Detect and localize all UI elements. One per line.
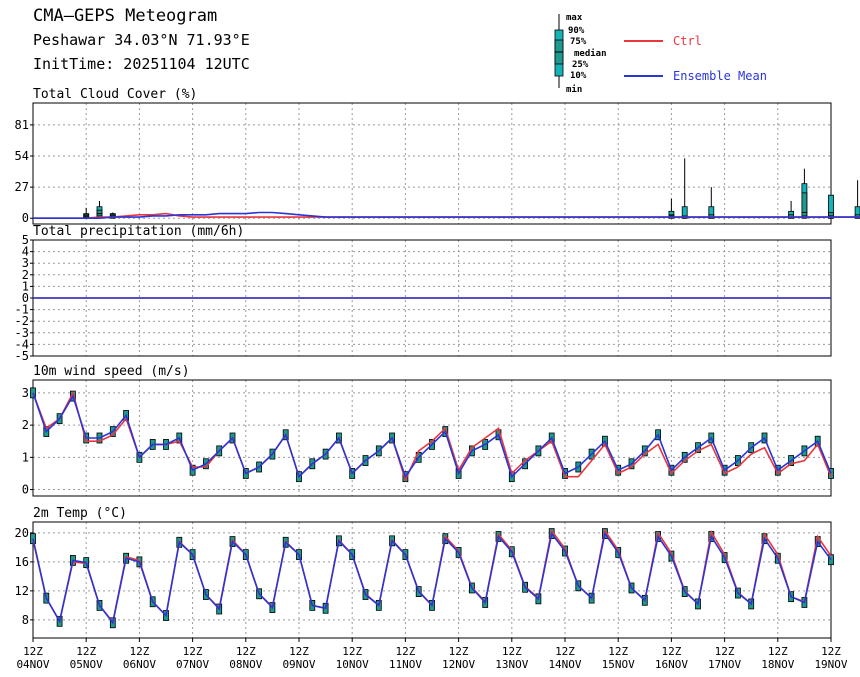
y-tick-label: 0 (22, 291, 29, 305)
y-tick-label: 54 (15, 149, 29, 163)
x-axis: 12Z04NOV12Z05NOV12Z06NOV12Z07NOV12Z08NOV… (16, 638, 848, 671)
y-tick-label: 0 (22, 211, 29, 225)
x-tick-date: 15NOV (602, 658, 635, 671)
y-tick-label: 2 (22, 268, 29, 282)
x-tick-date: 18NOV (761, 658, 794, 671)
legend-box-label: 10% (570, 71, 587, 81)
y-tick-label: 12 (15, 584, 29, 598)
y-tick-label: -3 (15, 326, 29, 340)
y-tick-label: 1 (22, 450, 29, 464)
panel-title: 2m Temp (°C) (33, 506, 127, 521)
y-tick-label: 4 (22, 245, 29, 259)
x-tick-hour: 12Z (661, 645, 681, 658)
panel-4: 2m Temp (°C) 8 12 16 20 (15, 506, 834, 639)
y-tick-label: 3 (22, 386, 29, 400)
x-tick-hour: 12Z (236, 645, 256, 658)
x-tick-hour: 12Z (76, 645, 96, 658)
x-tick-hour: 12Z (289, 645, 309, 658)
box-whisker (828, 468, 834, 479)
station-location: Peshawar 34.03°N 71.93°E (33, 31, 250, 49)
x-tick-hour: 12Z (395, 645, 415, 658)
box-whisker (109, 212, 116, 219)
x-tick-hour: 12Z (129, 645, 149, 658)
x-tick-hour: 12Z (342, 645, 362, 658)
box-whisker (96, 200, 103, 219)
legend-box-label: 75% (570, 37, 587, 47)
box-whisker (681, 158, 688, 219)
box-inner (801, 192, 808, 217)
y-tick-label: 0 (22, 483, 29, 497)
ensemble-mean-line (32, 531, 832, 625)
x-tick-hour: 12Z (715, 645, 735, 658)
x-tick-hour: 12Z (502, 645, 522, 658)
box-whisker (30, 387, 36, 399)
x-tick-hour: 12Z (555, 645, 575, 658)
chart-title: CMA—GEPS Meteogram (33, 6, 218, 26)
y-tick-label: -4 (15, 337, 29, 351)
y-tick-label: 16 (15, 555, 29, 569)
x-tick-date: 14NOV (548, 658, 581, 671)
y-tick-label: -2 (15, 314, 29, 328)
x-tick-date: 16NOV (655, 658, 688, 671)
box-whisker (83, 207, 90, 219)
legend-box-label: min (566, 84, 582, 95)
panel-1: Total Cloud Cover (%) 0 27 54 81 (15, 87, 860, 225)
x-tick-hour: 12Z (821, 645, 841, 658)
box-whisker (788, 200, 794, 219)
panel-title: Total precipitation (mm/6h) (33, 224, 244, 239)
x-tick-date: 19NOV (814, 658, 847, 671)
y-tick-label: 1 (22, 279, 29, 293)
x-tick-date: 08NOV (229, 658, 262, 671)
legend-ctrl-label: Ctrl (673, 34, 702, 48)
y-tick-label: 27 (15, 180, 29, 194)
panel-3: 10m wind speed (m/s) 0 1 2 3 (22, 364, 834, 497)
x-tick-hour: 12Z (608, 645, 628, 658)
x-tick-date: 10NOV (336, 658, 369, 671)
init-time: InitTime: 20251104 12UTC (33, 55, 250, 73)
y-tick-label: 8 (22, 613, 29, 627)
x-tick-hour: 12Z (23, 645, 43, 658)
x-tick-date: 04NOV (16, 658, 49, 671)
y-tick-label: 3 (22, 256, 29, 270)
panel-title: 10m wind speed (m/s) (33, 364, 190, 379)
x-tick-date: 11NOV (389, 658, 422, 671)
y-tick-label: 81 (15, 118, 29, 132)
panel-title: Total Cloud Cover (%) (33, 87, 197, 102)
legend-box-label: median (574, 48, 607, 59)
panel-frame (32, 379, 832, 497)
panel-frame (32, 102, 832, 225)
y-tick-label: 5 (22, 233, 29, 247)
box-inner (828, 212, 834, 219)
x-tick-date: 12NOV (442, 658, 475, 671)
x-tick-hour: 12Z (449, 645, 469, 658)
ensemble-mean-line (33, 211, 860, 219)
x-tick-hour: 12Z (183, 645, 203, 658)
y-tick-label: 20 (15, 526, 29, 540)
legend-mean-label: Ensemble Mean (673, 69, 767, 83)
y-tick-label: -5 (15, 349, 29, 363)
panel-2: Total precipitation (mm/6h) -5-4-3-2-1012… (15, 224, 832, 363)
x-tick-hour: 12Z (768, 645, 788, 658)
y-tick-label: -1 (15, 303, 29, 317)
x-tick-date: 05NOV (70, 658, 103, 671)
box-whisker (828, 164, 834, 219)
x-tick-date: 17NOV (708, 658, 741, 671)
legend-box-label: 25% (572, 60, 589, 70)
box-whisker (854, 180, 860, 219)
legend-box-label: max (566, 13, 583, 23)
box-whisker (708, 187, 715, 219)
box-whisker (668, 198, 675, 219)
x-tick-date: 06NOV (123, 658, 156, 671)
x-tick-date: 13NOV (495, 658, 528, 671)
x-tick-date: 07NOV (176, 658, 209, 671)
box-whisker (801, 168, 808, 219)
x-tick-date: 09NOV (282, 658, 315, 671)
y-tick-label: 2 (22, 418, 29, 432)
legend-box-label: 90% (568, 26, 585, 36)
panel-frame (32, 521, 832, 639)
ensemble-mean-line (32, 392, 832, 479)
box-inner (96, 209, 103, 217)
